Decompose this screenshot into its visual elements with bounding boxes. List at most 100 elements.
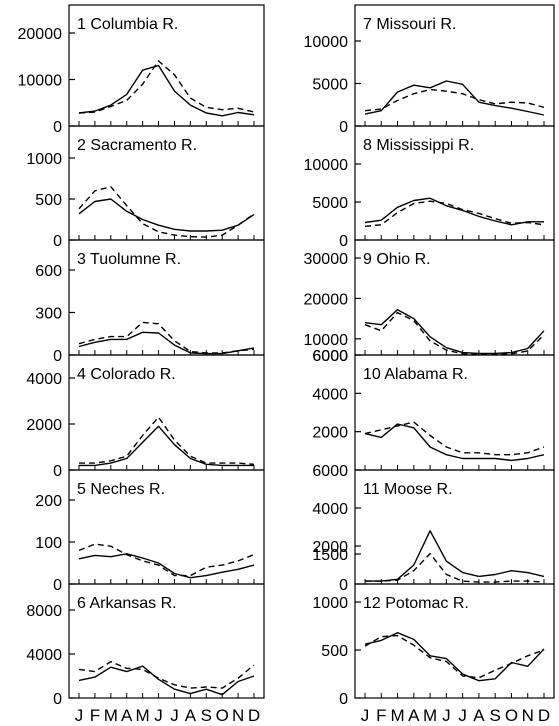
solid-series-line — [78, 64, 255, 117]
solid-series-line — [364, 80, 545, 116]
solid-series-line — [78, 331, 255, 355]
y-tick-label: 0 — [53, 233, 62, 250]
dashed-series-line — [365, 552, 545, 583]
panel-title: 6 Arkansas R. — [77, 595, 177, 612]
y-tick-label: 10000 — [304, 34, 349, 51]
dashed-series-line — [364, 421, 545, 456]
y-tick-label: 0 — [339, 233, 348, 250]
solid-series-line — [364, 632, 545, 682]
dashed-series-line — [78, 661, 255, 689]
panel-title: 4 Colorado R. — [77, 366, 176, 383]
y-tick-label: 600 — [35, 263, 62, 280]
month-tick-label: F — [376, 706, 386, 725]
solid-series-line — [364, 309, 545, 355]
panel-title: 9 Ohio R. — [363, 251, 431, 268]
y-tick-label: 6000 — [312, 463, 348, 480]
month-tick-label: N — [522, 706, 534, 725]
y-tick-label: 300 — [35, 306, 62, 323]
y-tick-label: 2000 — [312, 425, 348, 442]
month-tick-label: J — [170, 706, 179, 725]
y-tick-label: 2000 — [312, 539, 348, 556]
dashed-series-line — [78, 185, 255, 238]
y-tick-label: 500 — [35, 192, 62, 209]
month-tick-label: A — [185, 706, 197, 725]
panel-title: 1 Columbia R. — [77, 16, 178, 33]
month-tick-label: D — [538, 706, 550, 725]
y-tick-label: 100 — [35, 535, 62, 552]
y-tick-label: 0 — [339, 691, 348, 708]
y-tick-label: 1000 — [26, 151, 62, 168]
dashed-series-line — [78, 543, 255, 577]
solid-series-line — [364, 197, 544, 226]
solid-series-line — [365, 530, 545, 582]
panel-title: 11 Moose R. — [363, 481, 453, 498]
y-tick-label: 0 — [339, 577, 348, 594]
month-tick-label: J — [154, 706, 163, 725]
y-tick-label: 0 — [53, 691, 62, 708]
y-tick-label: 1500 — [312, 547, 348, 564]
solid-series-line — [364, 423, 545, 462]
dashed-series-line — [79, 416, 255, 465]
month-tick-label: A — [121, 706, 133, 725]
solid-series-line — [78, 198, 255, 232]
month-tick-label: M — [423, 706, 437, 725]
y-tick-label: 8000 — [26, 603, 62, 620]
y-tick-label: 4000 — [312, 501, 348, 518]
month-tick-label: A — [473, 706, 485, 725]
y-tick-label: 0 — [53, 348, 62, 365]
y-tick-label: 6000 — [312, 348, 348, 365]
month-tick-label: A — [408, 706, 420, 725]
y-tick-label: 5000 — [312, 77, 348, 94]
month-tick-label: O — [216, 706, 229, 725]
y-tick-label: 0 — [53, 463, 62, 480]
month-tick-label: J — [458, 706, 467, 725]
y-tick-label: 20000 — [304, 291, 349, 308]
y-tick-label: 0 — [53, 119, 62, 136]
y-tick-label: 20000 — [18, 26, 63, 43]
month-tick-label: S — [490, 706, 501, 725]
month-tick-label: M — [136, 706, 150, 725]
solid-series-line — [79, 425, 254, 467]
month-tick-label: J — [75, 706, 84, 725]
month-tick-label: O — [505, 706, 518, 725]
dashed-series-line — [364, 311, 545, 356]
dashed-series-line — [78, 321, 255, 354]
panel-frame — [354, 583, 555, 699]
panel-title: 2 Sacramento R. — [77, 137, 197, 154]
month-tick-label: F — [90, 706, 100, 725]
month-tick-label: N — [232, 706, 244, 725]
y-tick-label: 4000 — [26, 647, 62, 664]
month-tick-label: M — [104, 706, 118, 725]
month-tick-label: J — [442, 706, 451, 725]
dashed-series-line — [364, 200, 545, 227]
y-tick-label: 1000 — [312, 595, 348, 612]
y-tick-label: 0 — [339, 119, 348, 136]
y-tick-label: 10000 — [304, 332, 349, 349]
y-tick-label: 0 — [53, 577, 62, 594]
panel-title: 12 Potomac R. — [363, 595, 469, 612]
month-tick-label: M — [390, 706, 404, 725]
panel-title: 8 Mississippi R. — [363, 137, 474, 154]
dashed-series-line — [364, 634, 545, 679]
y-tick-label: 5000 — [312, 195, 348, 212]
month-tick-label: D — [248, 706, 260, 725]
y-tick-label: 10000 — [304, 157, 349, 174]
y-tick-label: 6000 — [312, 348, 348, 365]
month-tick-label: S — [201, 706, 212, 725]
y-tick-label: 4000 — [312, 386, 348, 403]
panel-title: 10 Alabama R. — [363, 366, 468, 383]
y-tick-label: 200 — [35, 493, 62, 510]
solid-series-line — [78, 553, 255, 579]
panel-title: 3 Tuolumne R. — [77, 251, 181, 268]
month-tick-label: J — [361, 706, 370, 725]
panel-title: 5 Neches R. — [77, 481, 165, 498]
panel-title: 7 Missouri R. — [363, 16, 456, 33]
dashed-series-line — [364, 88, 545, 112]
y-tick-label: 10000 — [18, 73, 63, 90]
solid-series-line — [78, 665, 255, 696]
y-tick-label: 4000 — [26, 371, 62, 388]
y-tick-label: 2000 — [26, 417, 62, 434]
dashed-series-line — [78, 60, 255, 114]
y-tick-label: 500 — [321, 643, 348, 660]
